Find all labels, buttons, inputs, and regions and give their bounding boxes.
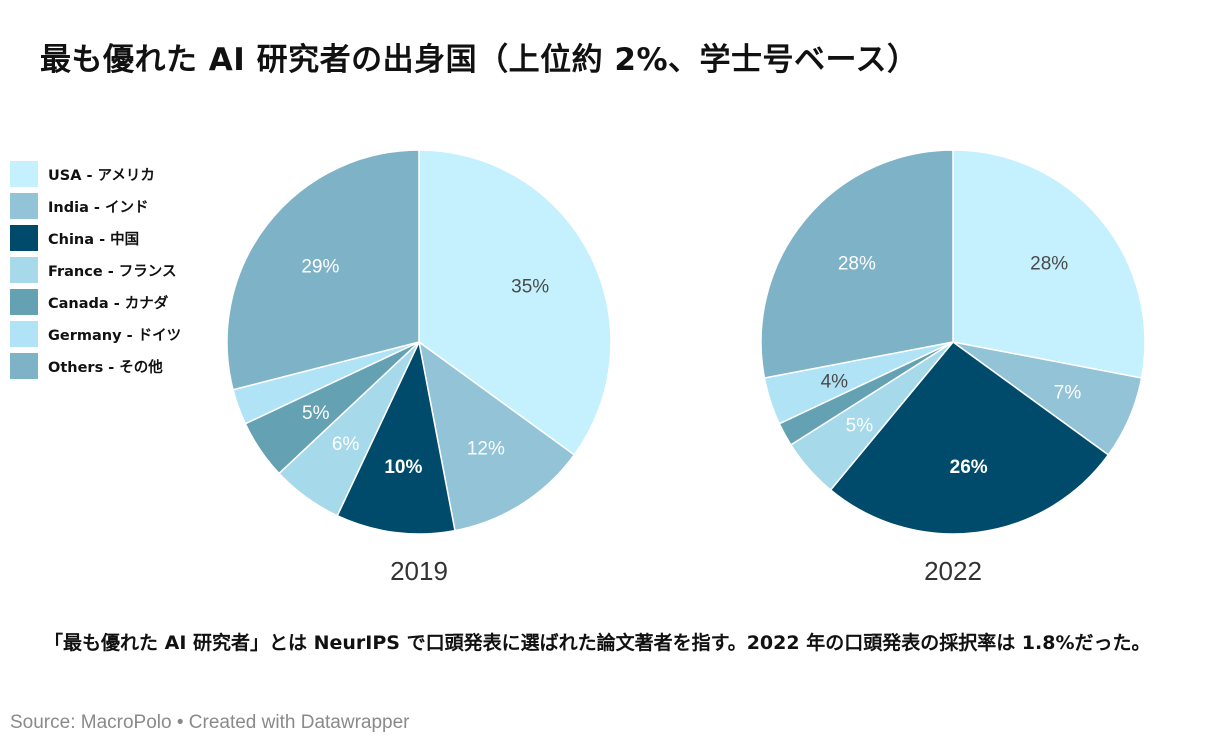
legend-label: Germany - ドイツ (48, 327, 182, 344)
pie-value-label-canada: 5% (302, 403, 330, 424)
legend-label: China - 中国 (48, 231, 140, 248)
legend-item-usa: USA - アメリカ (10, 158, 181, 190)
legend-swatch (10, 353, 38, 379)
legend-label: India - インド (48, 199, 149, 216)
legend-item-others: Others - その他 (10, 350, 181, 382)
pie-slice-usa (952, 149, 1146, 379)
pie-value-label-others: 28% (838, 253, 876, 274)
legend-swatch (10, 225, 38, 251)
pie-slice-others (226, 149, 420, 391)
pie-value-label-france: 5% (846, 416, 874, 437)
pie-value-label-usa: 35% (511, 276, 549, 297)
legend-item-germany: Germany - ドイツ (10, 318, 181, 350)
pie-year-label-2022: 2022 (924, 556, 982, 586)
pie-value-label-usa: 28% (1030, 253, 1068, 274)
pie-slice-china (829, 340, 1110, 535)
pie-2022: 28% 7% 26% 5% 4% 28% (760, 149, 1146, 535)
legend-item-india: India - インド (10, 190, 181, 222)
legend-swatch (10, 321, 38, 347)
pie-value-label-france: 6% (332, 434, 360, 455)
legend-label: USA - アメリカ (48, 167, 155, 184)
legend-swatch (10, 193, 38, 219)
legend: USA - アメリカ India - インド China - 中国 France… (10, 158, 181, 382)
pie-slice-india (417, 340, 576, 532)
legend-item-france: France - フランス (10, 254, 181, 286)
pie-2019: 35% 12% 10% 6%5% 29% (226, 149, 612, 535)
pie-slice-usa (418, 149, 612, 456)
legend-label: Canada - カナダ (48, 295, 169, 312)
legend-swatch (10, 289, 38, 315)
pie-value-label-china: 10% (384, 457, 422, 478)
pie-year-label-2019: 2019 (390, 556, 448, 586)
legend-swatch (10, 257, 38, 283)
legend-item-canada: Canada - カナダ (10, 286, 181, 318)
pie-slice-others (760, 149, 954, 379)
pie-value-label-germany: 4% (821, 372, 849, 393)
legend-item-china: China - 中国 (10, 222, 181, 254)
footnote: 「最も優れた AI 研究者」とは NeurIPS で口頭発表に選ばれた論文著者を… (44, 632, 1151, 654)
legend-label: France - フランス (48, 263, 177, 280)
legend-swatch (10, 161, 38, 187)
pie-value-label-china: 26% (950, 457, 988, 478)
pie-slice-china (336, 339, 456, 535)
pie-value-label-others: 29% (301, 257, 339, 278)
chart-title: 最も優れた AI 研究者の出身国（上位約 2%、学士号ベース） (40, 42, 919, 78)
source-line: Source: MacroPolo • Created with Datawra… (10, 712, 410, 733)
legend-label: Others - その他 (48, 359, 163, 376)
pie-value-label-india: 7% (1054, 383, 1082, 404)
pie-value-label-india: 12% (467, 438, 505, 459)
